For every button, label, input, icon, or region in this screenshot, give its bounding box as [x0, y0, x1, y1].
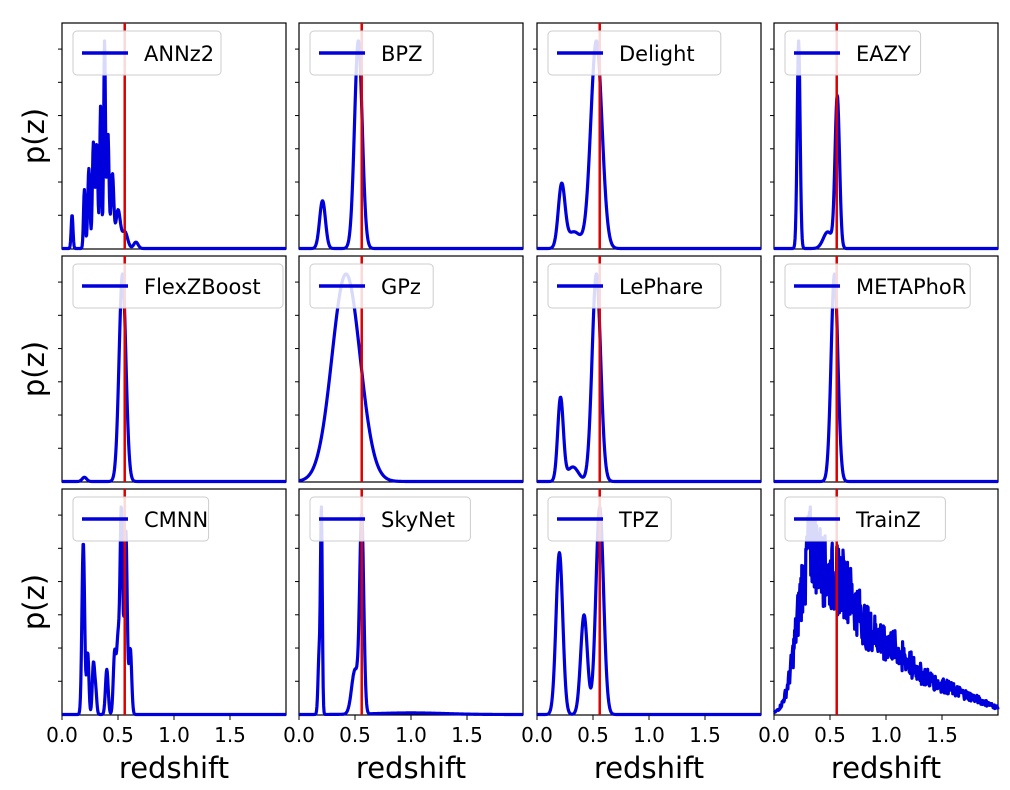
pdf-line-BPZ [297, 39, 525, 251]
x-axis-label: redshift [119, 751, 229, 785]
x-axis-label: redshift [594, 751, 704, 785]
x-tick-label: 1.5 [689, 723, 721, 747]
legend-box [547, 263, 722, 309]
legend-box [309, 263, 434, 309]
y-axis-label: p(z) [17, 574, 51, 630]
pdf-line-TPZ [535, 505, 763, 717]
x-axis-label: redshift [356, 751, 466, 785]
pdf-line-CMNN [60, 505, 288, 717]
x-tick-label: 1.0 [158, 723, 190, 747]
x-tick-label: 0.5 [102, 723, 134, 747]
legend-label-TrainZ: TrainZ [855, 508, 921, 532]
pdf-line-GPz [297, 272, 525, 484]
pdf-line-FlexZBoost [60, 272, 288, 484]
legend-box [547, 30, 722, 76]
x-tick-label: 0.0 [46, 723, 78, 747]
legend-box [72, 263, 284, 309]
x-tick-label: 1.5 [451, 723, 483, 747]
legend-label-CMNN: CMNN [144, 508, 208, 532]
pdf-line-Delight [535, 39, 763, 251]
legend-label-LePhare: LePhare [619, 275, 703, 299]
x-tick-label: 1.0 [395, 723, 427, 747]
legend-label-EAZY: EAZY [856, 42, 911, 66]
x-axis-label: redshift [831, 751, 941, 785]
x-tick-label: 0.0 [758, 723, 790, 747]
legend-label-BPZ: BPZ [381, 42, 422, 66]
legend-label-METAPhoR: METAPhoR [856, 275, 966, 299]
legend-label-Delight: Delight [619, 42, 695, 66]
legend-label-GPz: GPz [381, 275, 421, 299]
y-axis-label: p(z) [17, 108, 51, 164]
x-tick-label: 1.0 [870, 723, 902, 747]
pdf-line-ANNz2 [60, 39, 288, 251]
x-tick-label: 1.5 [214, 723, 246, 747]
pdf-line-LePhare [535, 272, 763, 484]
x-tick-label: 0.0 [283, 723, 315, 747]
x-tick-label: 0.5 [814, 723, 846, 747]
legend-box [309, 496, 471, 542]
legend-box [309, 30, 434, 76]
legend-box [784, 263, 971, 309]
x-tick-label: 0.0 [521, 723, 553, 747]
legend-label-TPZ: TPZ [618, 508, 659, 532]
legend-box [72, 30, 222, 76]
x-tick-label: 0.5 [339, 723, 371, 747]
pdf-line-EAZY [772, 39, 1000, 251]
pdf-line-TrainZ [772, 505, 1000, 715]
legend-box [784, 30, 922, 76]
pdf-line-METAPhoR [772, 272, 1000, 484]
legend-label-ANNz2: ANNz2 [144, 42, 214, 66]
x-tick-label: 0.5 [577, 723, 609, 747]
x-tick-label: 1.0 [633, 723, 665, 747]
x-tick-label: 1.5 [926, 723, 958, 747]
legend-label-FlexZBoost: FlexZBoost [144, 275, 261, 299]
pdf-line-SkyNet [297, 505, 525, 717]
legend-box [547, 496, 672, 542]
legend-box [72, 496, 210, 542]
legend-label-SkyNet: SkyNet [381, 508, 455, 532]
y-axis-label: p(z) [17, 341, 51, 397]
legend-box [784, 496, 946, 542]
